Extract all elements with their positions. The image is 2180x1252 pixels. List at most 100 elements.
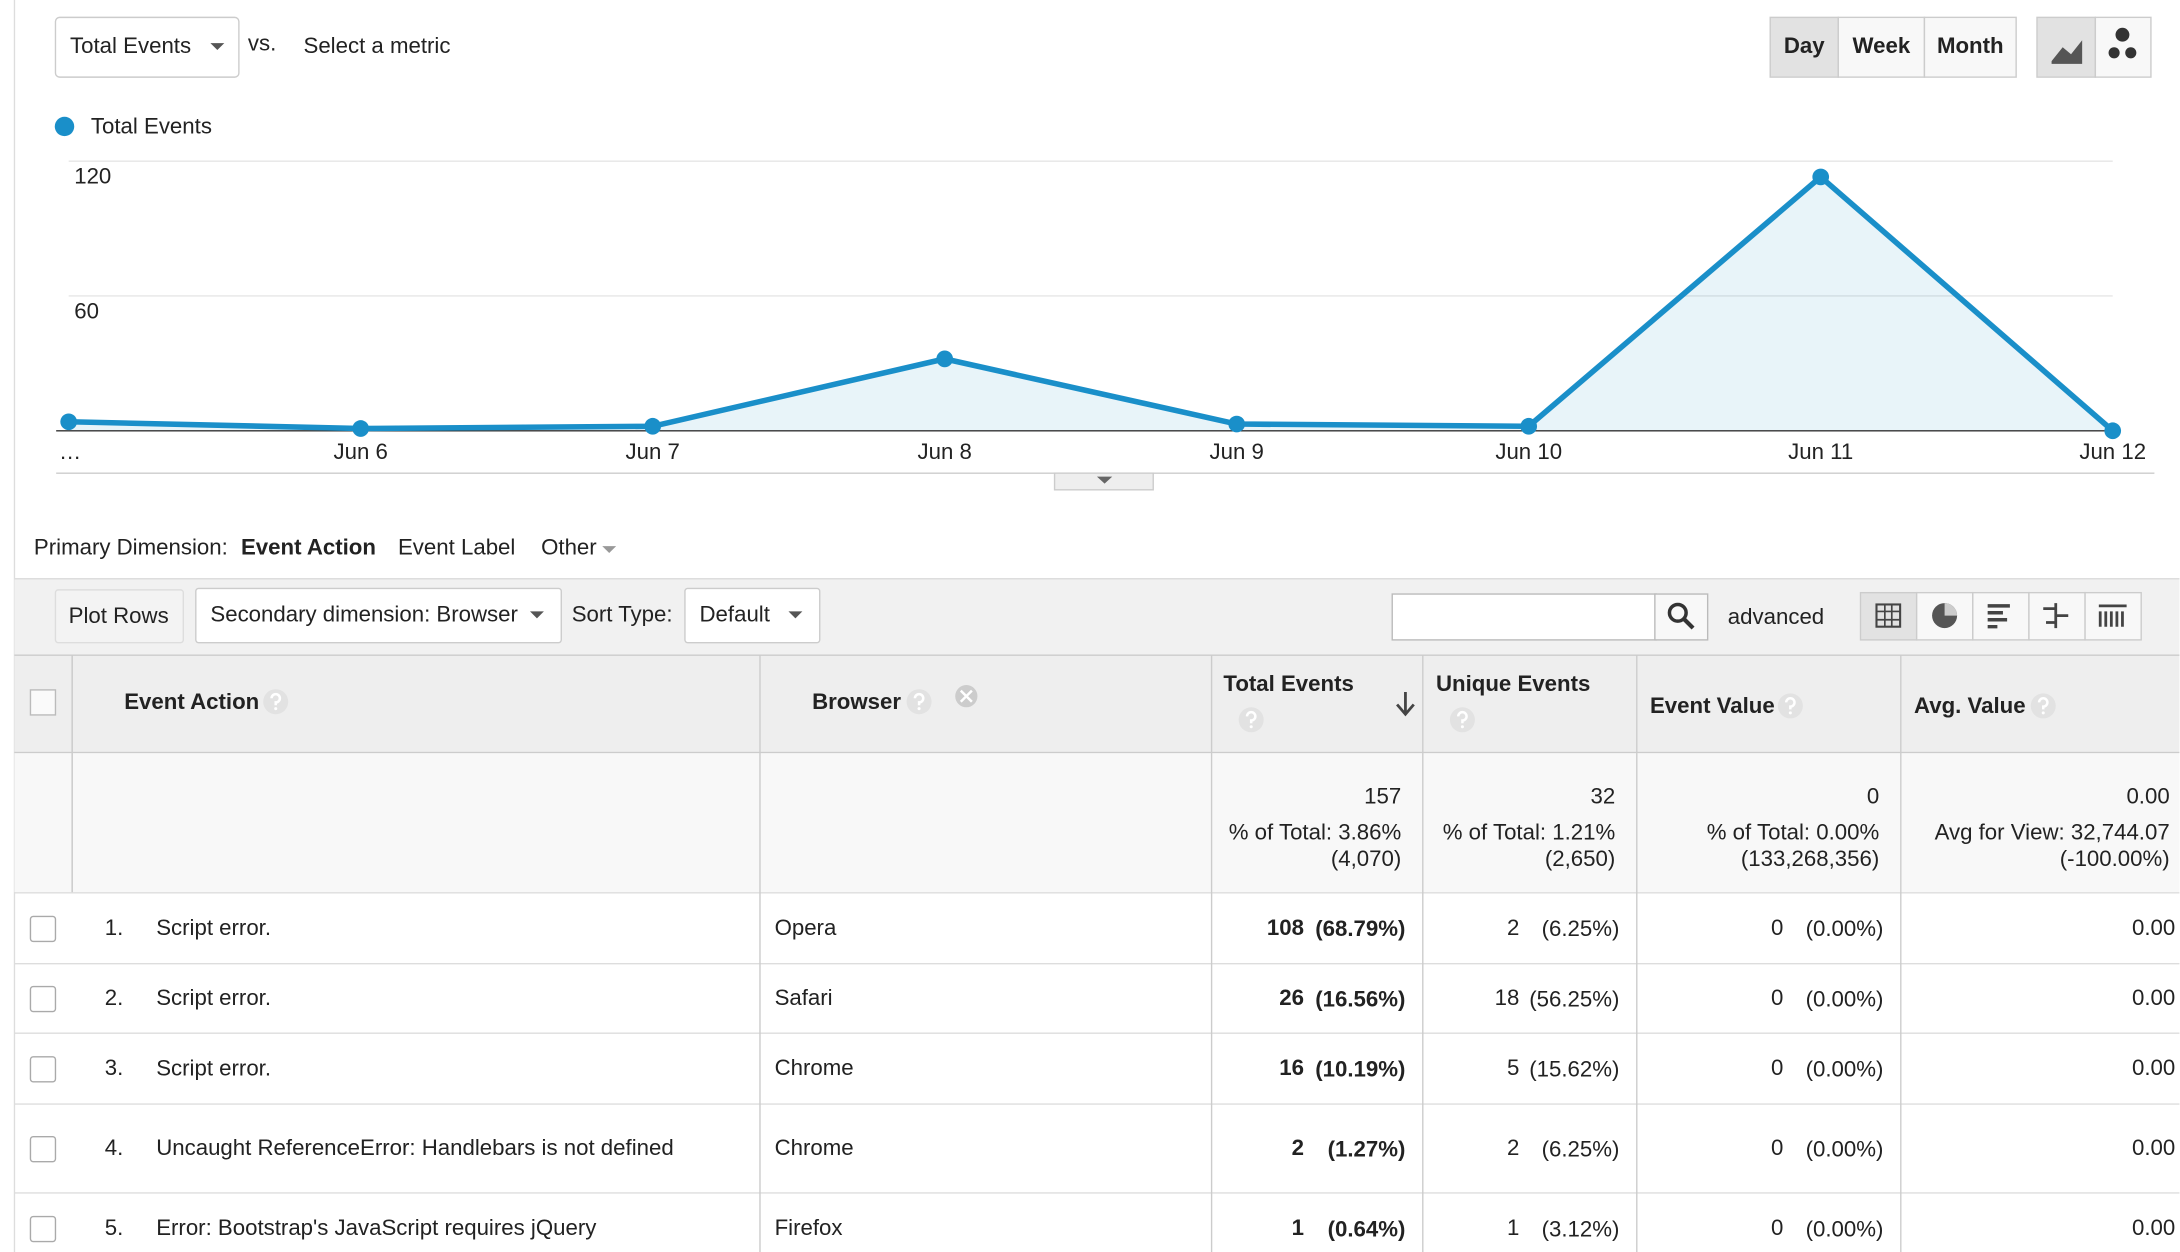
x-tick-label: Jun 10 (1495, 439, 1562, 464)
column-header[interactable]: Event Value (1650, 693, 1775, 718)
event-action-link[interactable]: Script error. (156, 1055, 271, 1080)
sort-dropdown[interactable] (684, 587, 821, 644)
row-checkbox[interactable] (29, 1215, 57, 1243)
event-action-link[interactable]: Error: Bootstrap's JavaScript requires j… (156, 1215, 597, 1240)
x-tick-label: Jun 12 (2079, 439, 2146, 464)
total-value: 0.00 (2126, 783, 2169, 808)
metric-percent: (0.64%) (1328, 1216, 1406, 1241)
search-box[interactable] (1391, 593, 1657, 641)
help-mark (913, 692, 925, 706)
x-tick-label: Jun 11 (1788, 439, 1853, 464)
dimension-option[interactable]: Other (541, 535, 597, 560)
view-button[interactable] (1859, 591, 1918, 641)
legend-marker (54, 116, 75, 137)
x-tick-label: Jun 7 (626, 439, 680, 464)
metric-percent: (56.25%) (1529, 986, 1619, 1011)
help-icon[interactable] (906, 689, 932, 715)
column-header[interactable]: Browser (812, 689, 901, 714)
row-index: 5. (105, 1215, 124, 1240)
advanced-link[interactable]: advanced (1728, 604, 1824, 629)
browser-cell: Opera (775, 915, 837, 940)
view-button[interactable] (2084, 591, 2142, 641)
help-dot (274, 707, 278, 711)
view-button[interactable] (1972, 591, 2030, 641)
motion-chart-icon (2108, 47, 2120, 59)
browser-cell: Safari (775, 985, 833, 1010)
metric-percent: (0.00%) (1806, 1136, 1884, 1161)
row-checkbox[interactable] (29, 1135, 57, 1163)
line-chart-toggle[interactable] (2036, 16, 2097, 78)
period-button[interactable] (1837, 16, 1926, 78)
row-checkbox[interactable] (29, 1056, 57, 1083)
search-icon (1681, 616, 1695, 630)
search-button[interactable] (1654, 593, 1709, 641)
period-label: Month (1937, 33, 2004, 58)
metric-value: 0.00 (2132, 1215, 2175, 1240)
y-tick-label: 60 (74, 299, 99, 324)
metric-percent: (0.00%) (1806, 1216, 1884, 1241)
metric-percent: (16.56%) (1315, 986, 1405, 1011)
metric-value: 2 (1507, 1135, 1519, 1160)
total-sub: (-100.00%) (2060, 846, 2170, 871)
total-note: Avg for View: 32,744.07 (1935, 820, 2170, 845)
plot-rows-button[interactable] (54, 589, 185, 644)
dimension-option[interactable]: Event Action (241, 535, 376, 560)
help-dot (1249, 725, 1253, 729)
help-mark (270, 692, 282, 706)
metric-dropdown[interactable] (54, 16, 240, 78)
help-icon[interactable] (1449, 707, 1475, 733)
metric-value: 2 (1507, 915, 1519, 940)
search-icon (1667, 602, 1688, 623)
dimension-label: Primary Dimension: (34, 535, 228, 560)
x-tick-label: Jun 8 (918, 439, 972, 464)
event-action-link[interactable]: Script error. (156, 915, 271, 940)
help-icon[interactable] (2030, 693, 2056, 719)
event-action-link[interactable]: Uncaught ReferenceError: Handlebars is n… (156, 1135, 674, 1160)
vs-label: vs. (248, 30, 276, 55)
row-index: 2. (105, 985, 124, 1010)
help-mark (1245, 710, 1257, 724)
point (1228, 415, 1246, 433)
metric-value: 0 (1771, 915, 1783, 940)
help-icon[interactable] (1238, 707, 1264, 733)
dimension-option[interactable]: Event Label (398, 535, 515, 560)
metric-value: 1 (1292, 1215, 1304, 1240)
row-index: 3. (105, 1055, 124, 1080)
column-header[interactable]: Avg. Value (1914, 693, 2026, 718)
line-chart-icon (2051, 40, 2083, 64)
metric-percent: (6.25%) (1542, 916, 1620, 941)
select-metric-link[interactable]: Select a metric (304, 33, 451, 58)
pie-icon (1944, 603, 1958, 616)
column-header[interactable]: Unique Events (1436, 671, 1590, 696)
point (644, 417, 662, 435)
column-header[interactable]: Total Events (1223, 671, 1353, 696)
row-checkbox[interactable] (29, 985, 57, 1013)
period-label: Day (1784, 33, 1825, 58)
metric-percent: (1.27%) (1328, 1136, 1406, 1161)
row-checkbox[interactable] (29, 915, 57, 943)
dropdown-caret (530, 611, 544, 619)
period-button[interactable] (1923, 16, 2017, 78)
pivot-icon (2098, 604, 2127, 627)
help-mark (2037, 697, 2049, 710)
browser-cell: Firefox (775, 1215, 843, 1240)
help-icon[interactable] (263, 689, 289, 715)
motion-chart-toggle[interactable] (2094, 16, 2152, 78)
help-mark (1784, 697, 1796, 710)
secondary-dropdown[interactable] (195, 587, 562, 644)
help-dot (1788, 711, 1792, 715)
point (2104, 422, 2122, 440)
total-note: % of Total: 3.86% (1229, 820, 1402, 845)
browser-cell: Chrome (775, 1135, 854, 1160)
table-icon (1875, 603, 1902, 628)
header-checkbox[interactable] (29, 689, 57, 716)
event-action-link[interactable]: Script error. (156, 985, 271, 1010)
help-icon[interactable] (1777, 693, 1803, 719)
metric-value: 0 (1771, 1135, 1783, 1160)
y-tick-label: 120 (74, 164, 111, 189)
period-button[interactable] (1769, 16, 1839, 78)
help-dot (1460, 725, 1464, 729)
metric-label: Total Events (70, 33, 191, 58)
column-header[interactable]: Event Action (124, 689, 259, 714)
